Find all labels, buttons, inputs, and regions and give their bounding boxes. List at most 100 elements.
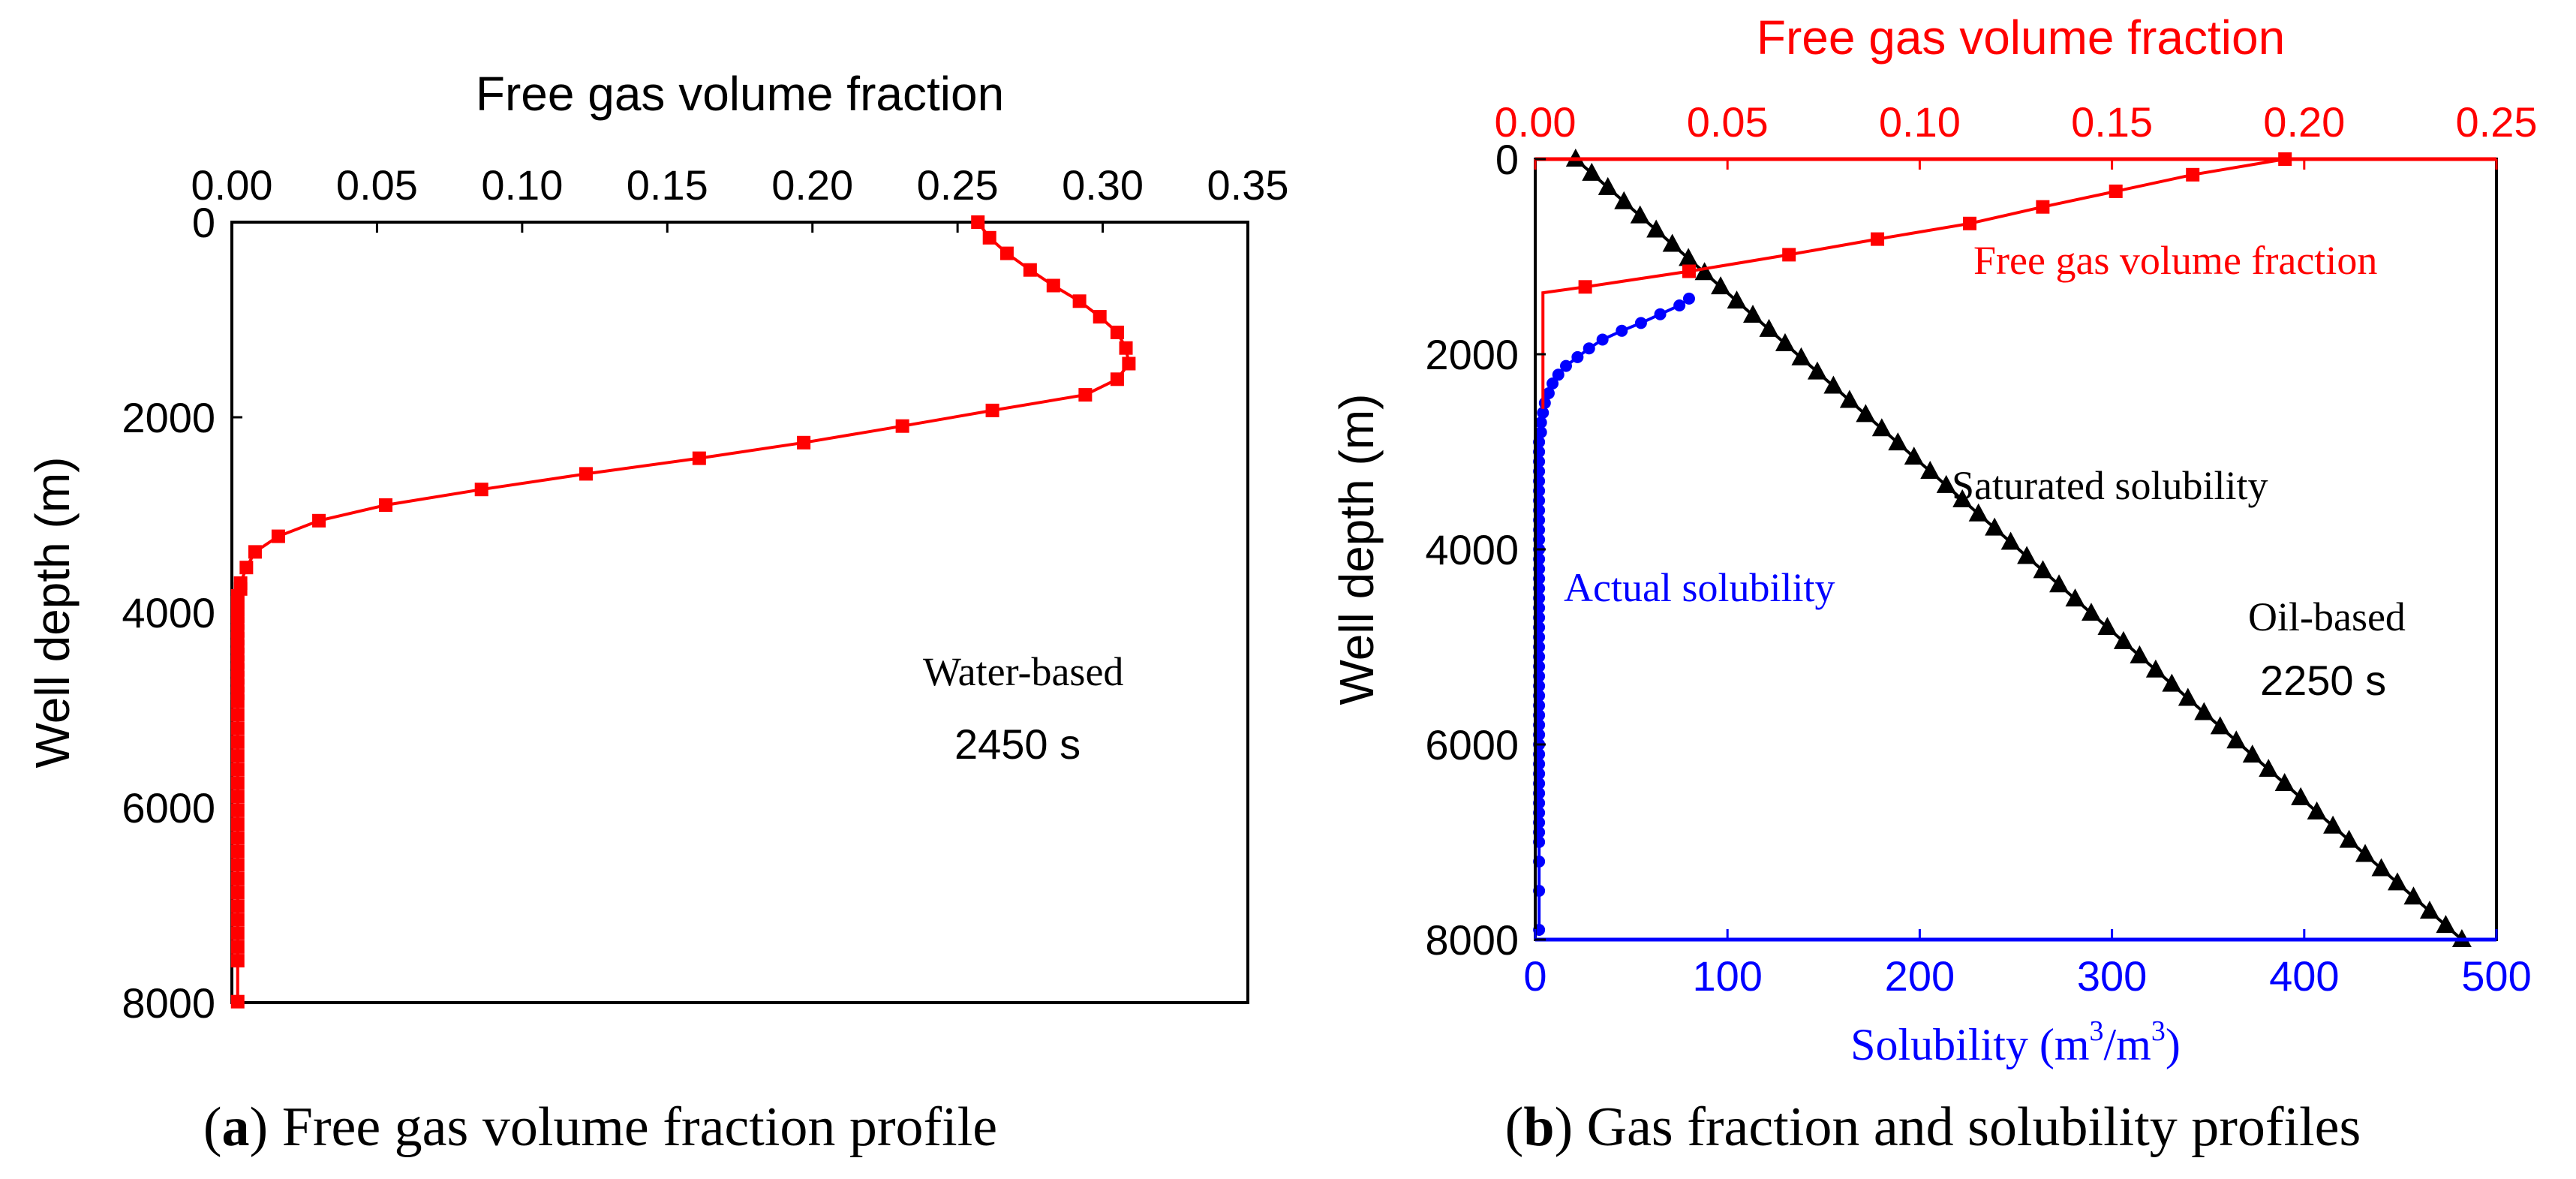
saturated-solubility-point bbox=[1694, 262, 1715, 281]
saturated-solubility-point bbox=[2242, 744, 2262, 763]
panel-a-data-point bbox=[1093, 310, 1107, 324]
actual-solubility-point bbox=[1673, 299, 1686, 311]
panel-a-data-point bbox=[230, 790, 245, 804]
panel-a-data-point bbox=[230, 708, 245, 722]
saturated-solubility-point bbox=[1871, 418, 1892, 437]
saturated-solubility-point bbox=[1630, 205, 1650, 224]
saturated-solubility-point bbox=[2355, 844, 2376, 862]
panel-b-y-tick-label: 6000 bbox=[1425, 721, 1519, 768]
panel-b-y-tick-label: 8000 bbox=[1425, 916, 1519, 964]
panel-a-data-point bbox=[230, 762, 245, 777]
actual-solubility-point bbox=[1571, 350, 1584, 363]
saturated-solubility-point bbox=[2162, 673, 2182, 692]
panel-a-data-point bbox=[379, 498, 393, 512]
saturated-solubility-point bbox=[2049, 574, 2070, 593]
saturated-solubility-point bbox=[1759, 318, 1779, 337]
panel-b-bottom-axis-title: Solubility (m3/m3) bbox=[1850, 1015, 2181, 1069]
panel-a-annotation-water-based: Water-based bbox=[923, 649, 1123, 694]
actual-solubility-point bbox=[1542, 387, 1555, 399]
saturated-solubility-point bbox=[2323, 815, 2343, 834]
panel-a-data-point bbox=[230, 940, 245, 954]
panel-b-x-tick-label: 400 bbox=[2269, 952, 2339, 1000]
panel-b-annotation-actual: Actual solubility bbox=[1564, 565, 1835, 610]
actual-solubility-point bbox=[1682, 292, 1695, 305]
panel-a-plot-frame bbox=[230, 221, 1249, 1004]
saturated-solubility-point bbox=[1711, 276, 1731, 295]
saturated-solubility-point bbox=[2403, 886, 2424, 905]
panel-a-data-point bbox=[230, 694, 245, 708]
panel-a-data-point bbox=[312, 513, 326, 528]
panel-a-data-point bbox=[230, 721, 245, 735]
saturated-solubility-point bbox=[2000, 531, 2021, 550]
panel-a-data-point bbox=[1046, 278, 1060, 293]
panel-a-y-tick-label: 6000 bbox=[122, 784, 215, 832]
saturated-solubility-point bbox=[1614, 191, 1634, 209]
panel-a-data-point bbox=[895, 419, 909, 433]
saturated-solubility-point bbox=[2291, 787, 2311, 805]
panel-b-free-gas-point bbox=[1871, 232, 1885, 246]
panel-a-data-point bbox=[239, 561, 254, 575]
panel-b-x-tick-label: 300 bbox=[2077, 952, 2147, 1000]
panel-a-y-tick-label: 8000 bbox=[122, 979, 215, 1027]
panel-a-data-point bbox=[1023, 263, 1037, 277]
panel-b-y-tick-label: 0 bbox=[1495, 136, 1519, 183]
actual-solubility-point bbox=[1559, 359, 1572, 372]
actual-solubility-line bbox=[1537, 297, 1691, 930]
panel-b-annotation-free-gas: Free gas volume fraction bbox=[1973, 238, 2377, 283]
panel-a-data-point bbox=[230, 831, 245, 845]
saturated-solubility-point bbox=[1888, 432, 1908, 451]
saturated-solubility-point bbox=[2339, 829, 2359, 848]
saturated-solubility-point bbox=[2081, 603, 2101, 621]
saturated-solubility-point bbox=[1679, 248, 1699, 266]
actual-solubility-point bbox=[1616, 324, 1628, 337]
panel-a-data-point bbox=[230, 926, 245, 940]
saturated-solubility-point bbox=[1985, 517, 2005, 536]
panel-a-y-tick-label: 0 bbox=[192, 199, 215, 246]
panel-b-y-tick-label: 2000 bbox=[1425, 331, 1519, 378]
caption-b: (b) Gas fraction and solubility profiles bbox=[1505, 1096, 2361, 1158]
saturated-solubility-point bbox=[1646, 219, 1667, 238]
panel-a-data-point bbox=[1119, 341, 1133, 355]
panel-b-free-gas-point bbox=[2036, 200, 2050, 214]
panel-b-free-gas-point bbox=[1578, 280, 1592, 294]
panel-a-data-point bbox=[1122, 356, 1136, 371]
panel-b-oil-based: 0 100 200 300 400 500 0.00 0.05 0.10 0.15 0.20 0.2… bbox=[1330, 11, 2538, 1069]
panel-b-annotation-saturated: Saturated solubility bbox=[1952, 463, 2268, 508]
saturated-solubility-point bbox=[1791, 347, 1811, 365]
saturated-solubility-point bbox=[1743, 305, 1763, 323]
panel-b-free-gas-point bbox=[1782, 248, 1796, 262]
saturated-solubility-point bbox=[1839, 389, 1859, 408]
saturated-solubility-point bbox=[2387, 872, 2407, 891]
panel-a-x-tick-label: 0.20 bbox=[771, 161, 853, 209]
actual-solubility-point bbox=[1537, 407, 1550, 419]
saturated-solubility-point bbox=[1582, 162, 1602, 181]
saturated-solubility-point bbox=[2097, 617, 2118, 635]
saturated-solubility-point bbox=[1952, 489, 1973, 507]
panel-a-data-point bbox=[230, 886, 245, 900]
saturated-solubility-point bbox=[1823, 375, 1844, 394]
panel-a-data-point bbox=[985, 403, 999, 417]
actual-solubility-point bbox=[1634, 317, 1647, 329]
panel-b-free-gas-point bbox=[2109, 184, 2123, 198]
panel-b-y-axis-title: Well depth (m) bbox=[1330, 394, 1384, 705]
saturated-solubility-point bbox=[1662, 233, 1682, 252]
panel-b-free-gas-point bbox=[2186, 167, 2200, 182]
panel-b-x-tick-label: 200 bbox=[1885, 952, 1955, 1000]
panel-a-data-point bbox=[230, 994, 245, 1009]
actual-solubility-point bbox=[1534, 426, 1547, 438]
saturated-solubility-point bbox=[1775, 332, 1795, 351]
actual-solubility-point bbox=[1583, 342, 1595, 355]
panel-a-x-tick-label: 0.25 bbox=[917, 161, 999, 209]
panel-b-x-tick-label: 100 bbox=[1692, 952, 1762, 1000]
panel-a-data-point bbox=[230, 735, 245, 749]
panel-a-data-point bbox=[797, 435, 811, 450]
panel-b-x-tick-label: 0 bbox=[1523, 952, 1547, 1000]
saturated-solubility-point bbox=[1968, 503, 1988, 522]
panel-a-series-line bbox=[236, 221, 1131, 1002]
saturated-solubility-point bbox=[1936, 474, 1956, 493]
panel-b-y-tick-label: 4000 bbox=[1425, 526, 1519, 573]
saturated-solubility-point bbox=[1920, 461, 1940, 479]
panel-a-x-axis-title: Free gas volume fraction bbox=[476, 67, 1004, 121]
panel-b-free-gas-point bbox=[1963, 216, 1977, 230]
